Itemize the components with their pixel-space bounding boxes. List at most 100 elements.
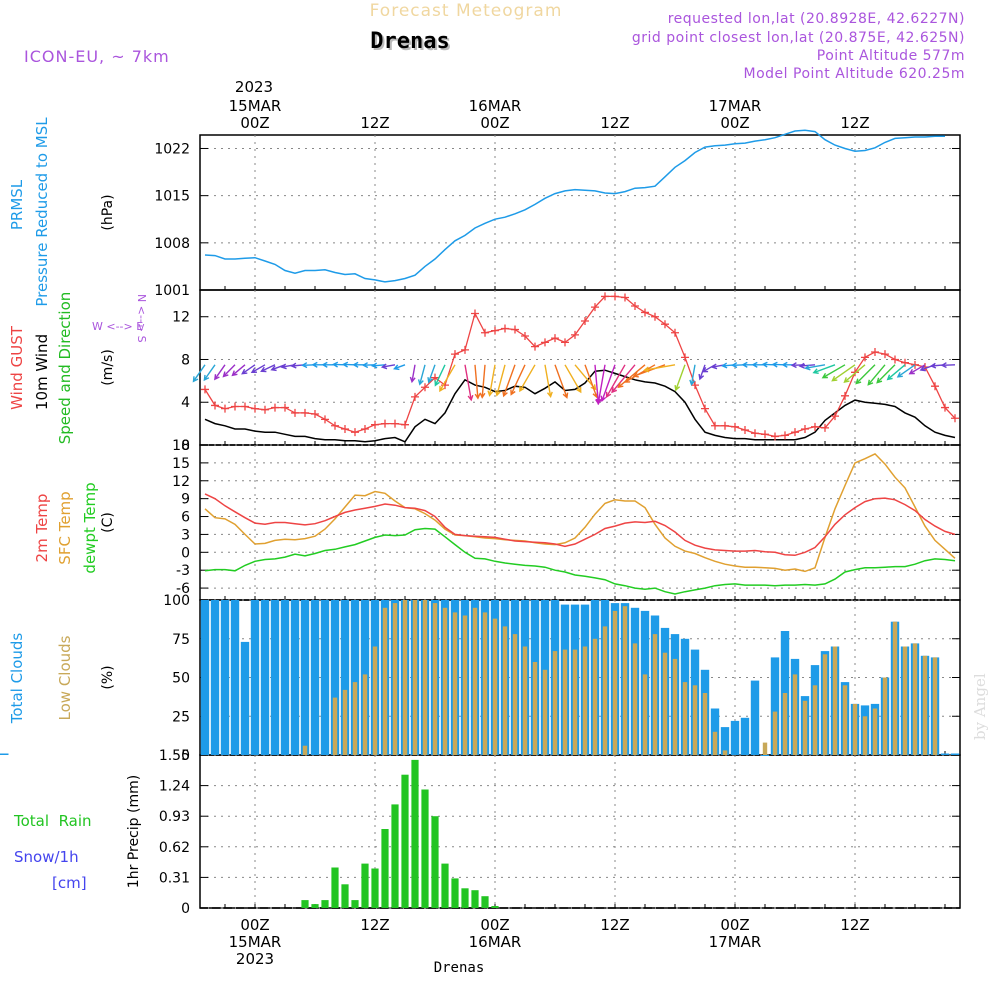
totalcloud-bar [210,600,220,755]
totalcloud-bar [730,720,740,755]
temp2m-line [204,493,956,557]
lowcloud-bar [922,655,928,755]
y-tick-label: 1022 [154,141,190,157]
wind-arrow [495,364,506,397]
watermark: by Angel [971,673,989,740]
lowcloud-bar [512,634,518,755]
wind-arrow [804,364,826,371]
y-tick-label: 25 [172,709,190,725]
wind-arrow [260,364,276,373]
lowcloud-bar [552,651,558,755]
gust-marker [721,421,729,430]
top-time-label: 00Z [480,114,509,132]
gust-marker [321,415,329,424]
gust-marker [281,403,289,412]
rain-bar [331,867,339,908]
gust-marker [761,430,769,439]
gust-marker [481,328,489,337]
lowcloud-bar [462,615,468,755]
gust-marker [871,348,879,356]
gust-marker [701,404,709,413]
gust-marker [691,381,699,390]
wind-arrow [510,364,526,396]
panel-frame [199,754,961,909]
footer-location: Drenas [434,960,485,976]
lowcloud-bar [572,649,578,755]
bottom-time-label: 2023 [236,950,274,968]
rain-bar [341,884,349,908]
lowcloud-bar [842,685,848,756]
rain-bar [481,896,489,908]
rain-bar [371,868,379,908]
top-year-label: 2023 [235,78,273,96]
compass-ns: N <--> S [135,294,148,343]
top-time-label: 16MAR [469,97,522,115]
rain-bar [431,816,439,908]
wind-arrow [812,364,836,374]
wind-arrow [867,364,886,386]
totalcloud-bar [240,641,250,755]
top-time-label: 17MAR [709,97,762,115]
gust-marker [421,383,429,392]
y-tick-label: 1.55 [159,748,190,764]
y-tick-label: 0 [181,438,190,454]
lowcloud-bar [912,643,918,755]
lowcloud-bar [662,652,668,755]
gust-marker [521,331,529,340]
totalcloud-bar [230,600,240,755]
wind-arrow [474,364,481,400]
gust-marker [611,292,619,301]
totalcloud-bar [330,600,340,755]
gust-marker [791,428,799,437]
product-title: Forecast Meteogram [370,1,563,21]
panel-precip: 0 0.31 0.62 0.93 1.24 1.55 1hr Precip (mm) [126,748,961,917]
gust-marker [751,429,759,438]
wind-arrow [502,364,516,398]
snow-label: Snow/1h [14,848,79,866]
wind-arrow [821,364,846,379]
prmsl-label: PRMSL [8,179,26,230]
wind-arrow [843,364,866,384]
totalcloud-bar [740,717,750,755]
wind-arrow [544,364,553,399]
totalcloud-bar [300,600,310,755]
y-tick-label: 12 [172,474,190,490]
gust-marker [301,408,309,417]
totalcloud-label: Total Clouds [8,633,26,725]
unit-label: (hPa) [100,194,116,230]
y-tick-label: 9 [181,492,190,508]
unit-label: (C) [100,512,116,533]
temp2m-label: 2m Temp [33,494,51,563]
lowcloud-bar [832,646,838,755]
bottom-time-label: 00Z [720,916,749,934]
rain-bar [491,906,499,908]
lowcloud-bar [342,689,348,755]
wind-arrow [203,364,216,382]
wind-arrow [417,364,426,386]
gust-marker [471,309,479,318]
gust-marker [401,420,409,429]
lowcloud-bar [882,677,888,755]
gust-marker [881,350,889,359]
wind-arrow [611,364,636,394]
lowcloud-bar [562,649,568,755]
gust-marker [561,338,569,347]
lowcloud-bar [432,603,438,755]
y-tick-label: -6 [176,581,190,597]
rain-bar [391,804,399,908]
bottom-time-label: 12Z [600,916,629,934]
requested-coords: requested lon,lat (20.8928E, 42.6227N) [668,11,965,27]
totalcloud-bar [280,600,290,755]
wind-arrow [908,364,926,375]
gust-marker [681,353,689,362]
lowcloud-bar [772,711,778,755]
gust-marker [661,320,669,329]
lowcloud-bar [452,612,458,755]
wind-arrow [427,364,436,384]
gust-line [204,295,956,438]
bottom-time-label: 12Z [360,916,389,934]
y-tick-label: 6 [181,510,190,526]
totalcloud-bar [260,600,270,755]
gust-marker [221,404,229,413]
totalcloud-bar [760,755,770,756]
